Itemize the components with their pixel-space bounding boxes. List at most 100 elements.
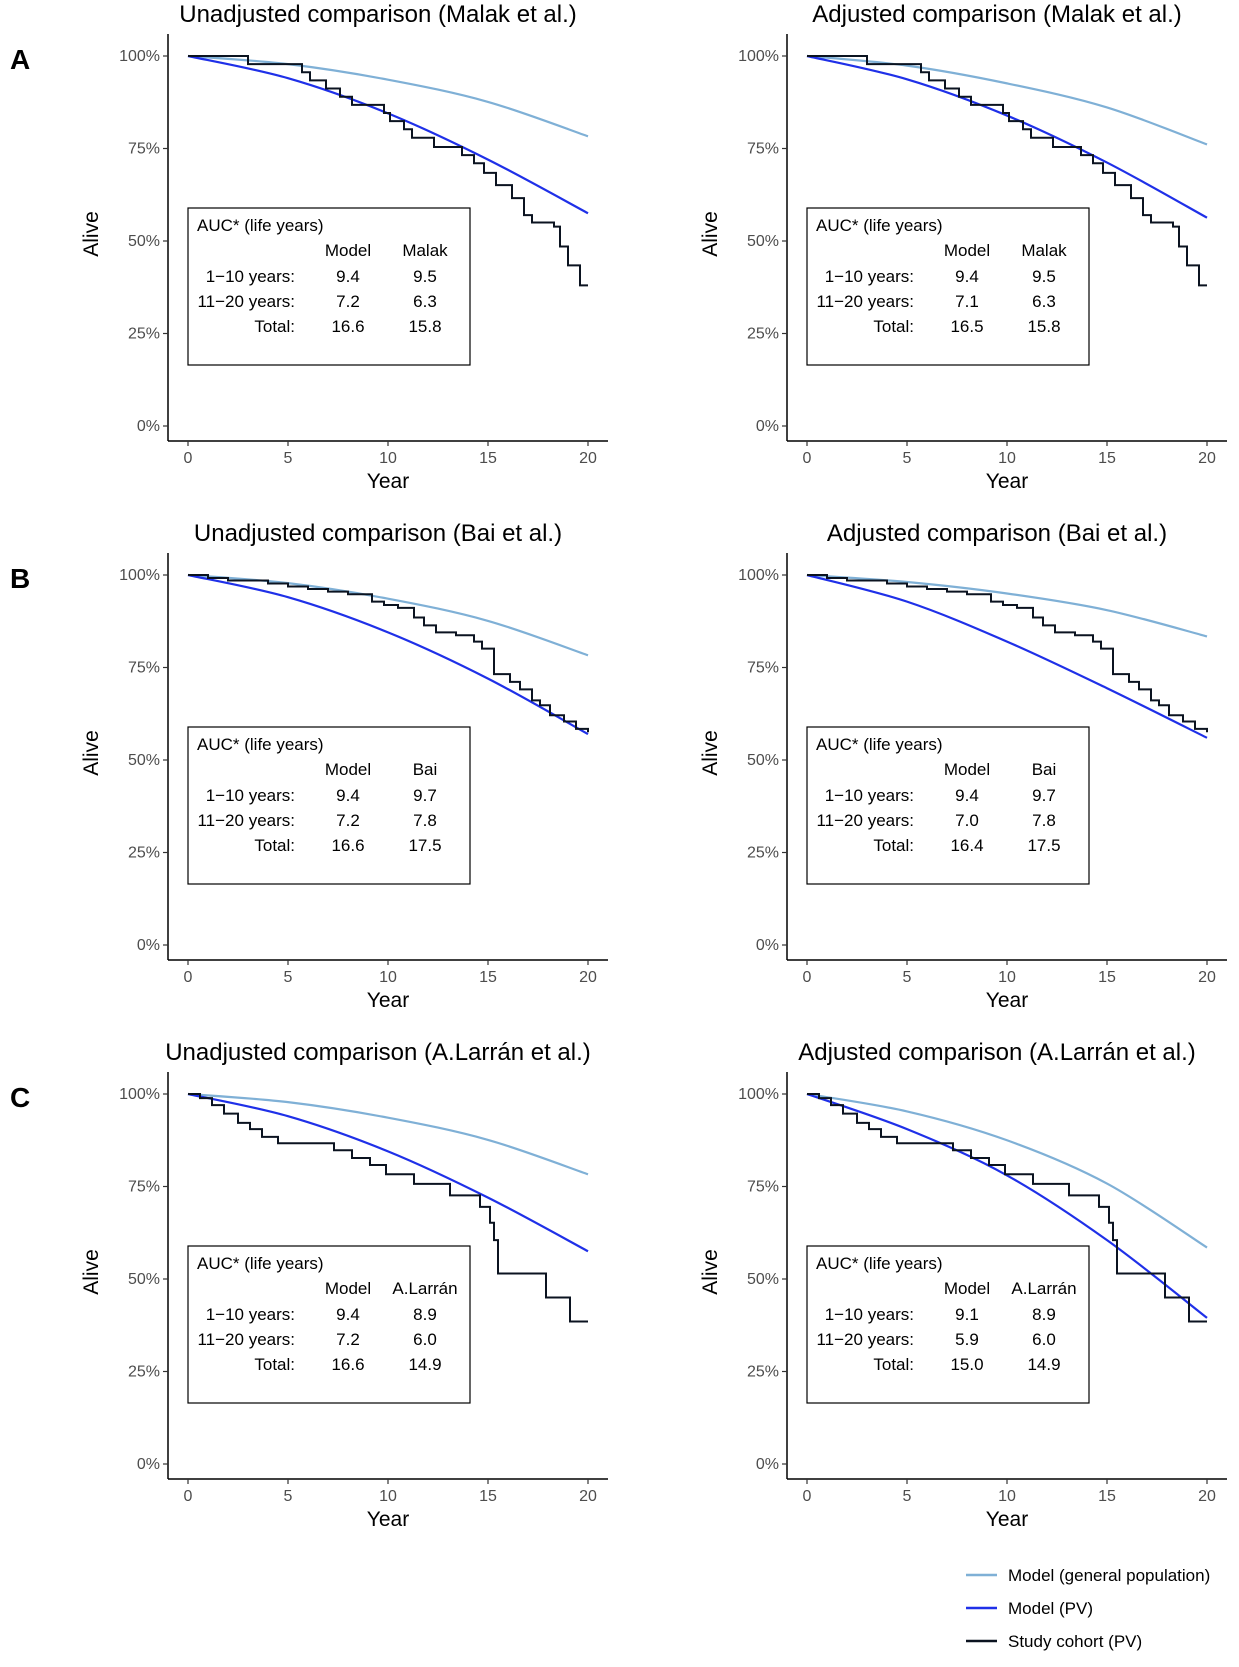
auc-value-model: 16.5 — [950, 317, 983, 336]
auc-row-label: 11−20 years: — [816, 1330, 914, 1349]
auc-table-box — [187, 207, 471, 366]
chart-panel-3: Unadjusted comparison (Bai et al.) 0% 25% 5… — [80, 520, 608, 1012]
chart-title: Adjusted comparison (Malak et al.) — [812, 1, 1182, 28]
auc-table-box — [806, 207, 1090, 366]
y-tick-label: 75% — [128, 141, 160, 158]
x-axis-label: Year — [986, 1508, 1028, 1531]
legend-label: Model (general population) — [1008, 1566, 1210, 1585]
auc-row-label: 1−10 years: — [825, 1305, 914, 1324]
auc-column-study: Malak — [402, 241, 448, 260]
auc-row-label: 1−10 years: — [206, 1305, 295, 1324]
auc-value-study: 8.9 — [1032, 1305, 1056, 1324]
chart-panel-2: Adjusted comparison (Malak et al.) 0% 25% 5… — [699, 1, 1227, 493]
auc-column-study: A.Larrán — [392, 1279, 457, 1298]
chart-title: Adjusted comparison (Bai et al.) — [827, 520, 1167, 547]
legend-label: Model (PV) — [1008, 1599, 1093, 1618]
series-line-model-general-population — [187, 54, 589, 138]
auc-column-model: Model — [325, 760, 371, 779]
y-axis-label: Alive — [80, 1249, 103, 1295]
x-tick-label: 5 — [284, 450, 293, 467]
y-tick-label: 100% — [119, 48, 160, 65]
y-axis-label: Alive — [80, 211, 103, 257]
series-line-model-general-population — [806, 54, 1208, 146]
chart-panel-5: Unadjusted comparison (A.Larrán et al.) 0… — [80, 1039, 608, 1531]
x-tick-label: 15 — [479, 1488, 497, 1505]
auc-row-label: Total: — [254, 1355, 295, 1374]
legend: Model (general population) Model (PV) Stud… — [966, 1566, 1210, 1651]
y-tick-label: 25% — [128, 845, 160, 862]
x-tick-label: 20 — [1198, 969, 1216, 986]
auc-row-label: 11−20 years: — [816, 811, 914, 830]
chart-panel-6: Adjusted comparison (A.Larrán et al.) 0% 2… — [699, 1039, 1227, 1531]
series-line-model-pv — [187, 1092, 589, 1253]
auc-value-model: 7.1 — [955, 292, 979, 311]
x-tick-label: 10 — [998, 1488, 1016, 1505]
series-line-study-cohort-pv — [188, 574, 589, 733]
auc-value-study: 8.9 — [413, 1305, 437, 1324]
auc-column-study: Bai — [1032, 760, 1057, 779]
x-axis-label: Year — [986, 470, 1028, 493]
x-tick-label: 10 — [998, 969, 1016, 986]
auc-row-label: 1−10 years: — [206, 786, 295, 805]
chart-panel-1: Unadjusted comparison (Malak et al.) 0% 25… — [80, 1, 608, 493]
auc-row-label: 1−10 years: — [825, 267, 914, 286]
series-line-study-cohort-pv — [807, 574, 1208, 733]
auc-row-label: 11−20 years: — [197, 1330, 295, 1349]
x-tick-label: 5 — [903, 1488, 912, 1505]
series-line-model-general-population — [187, 1092, 589, 1176]
auc-table-box — [187, 1245, 471, 1404]
x-tick-label: 5 — [903, 450, 912, 467]
auc-value-model: 16.4 — [950, 836, 983, 855]
x-tick-label: 10 — [379, 969, 397, 986]
auc-value-model: 7.2 — [336, 1330, 360, 1349]
auc-table-box — [806, 1245, 1090, 1404]
auc-value-model: 5.9 — [955, 1330, 979, 1349]
chart-title: Unadjusted comparison (Malak et al.) — [179, 1, 577, 28]
series-line-model-general-population — [806, 1092, 1208, 1249]
auc-value-model: 16.6 — [331, 836, 364, 855]
auc-value-model: 9.4 — [955, 267, 979, 286]
x-tick-label: 0 — [803, 969, 812, 986]
auc-row-label: Total: — [873, 1355, 914, 1374]
x-tick-label: 20 — [1198, 450, 1216, 467]
auc-value-model: 9.4 — [336, 1305, 360, 1324]
series-line-model-pv — [187, 573, 589, 736]
auc-value-model: 16.6 — [331, 317, 364, 336]
auc-value-study: 9.7 — [1032, 786, 1056, 805]
auc-value-study: 7.8 — [1032, 811, 1056, 830]
chart-title: Unadjusted comparison (A.Larrán et al.) — [165, 1039, 591, 1066]
auc-table-header: AUC* (life years) — [197, 1254, 324, 1273]
x-tick-label: 20 — [579, 1488, 597, 1505]
y-tick-label: 75% — [747, 660, 779, 677]
y-tick-label: 100% — [738, 48, 779, 65]
auc-row-label: 11−20 years: — [197, 811, 295, 830]
y-tick-label: 75% — [747, 141, 779, 158]
auc-value-study: 7.8 — [413, 811, 437, 830]
series-line-study-cohort-pv — [188, 1093, 588, 1323]
x-tick-label: 0 — [803, 1488, 812, 1505]
y-tick-label: 50% — [128, 752, 160, 769]
auc-table-box — [806, 726, 1090, 885]
x-tick-label: 15 — [1098, 450, 1116, 467]
auc-column-study: Malak — [1021, 241, 1067, 260]
auc-column-model: Model — [944, 241, 990, 260]
y-tick-label: 25% — [128, 1364, 160, 1381]
auc-value-study: 14.9 — [408, 1355, 441, 1374]
x-axis-label: Year — [986, 989, 1028, 1012]
auc-column-model: Model — [944, 1279, 990, 1298]
x-tick-label: 5 — [284, 969, 293, 986]
auc-value-model: 9.4 — [955, 786, 979, 805]
auc-value-model: 7.2 — [336, 811, 360, 830]
auc-value-model: 9.4 — [336, 786, 360, 805]
auc-value-study: 9.7 — [413, 786, 437, 805]
y-tick-label: 50% — [128, 233, 160, 250]
auc-table-header: AUC* (life years) — [197, 216, 324, 235]
series-line-model-pv — [806, 1092, 1208, 1319]
auc-column-model: Model — [325, 1279, 371, 1298]
auc-value-study: 15.8 — [408, 317, 441, 336]
auc-table-header: AUC* (life years) — [816, 735, 943, 754]
x-tick-label: 15 — [479, 969, 497, 986]
y-axis-label: Alive — [699, 730, 722, 776]
y-tick-label: 50% — [747, 1271, 779, 1288]
row-letter-a: A — [10, 44, 30, 75]
